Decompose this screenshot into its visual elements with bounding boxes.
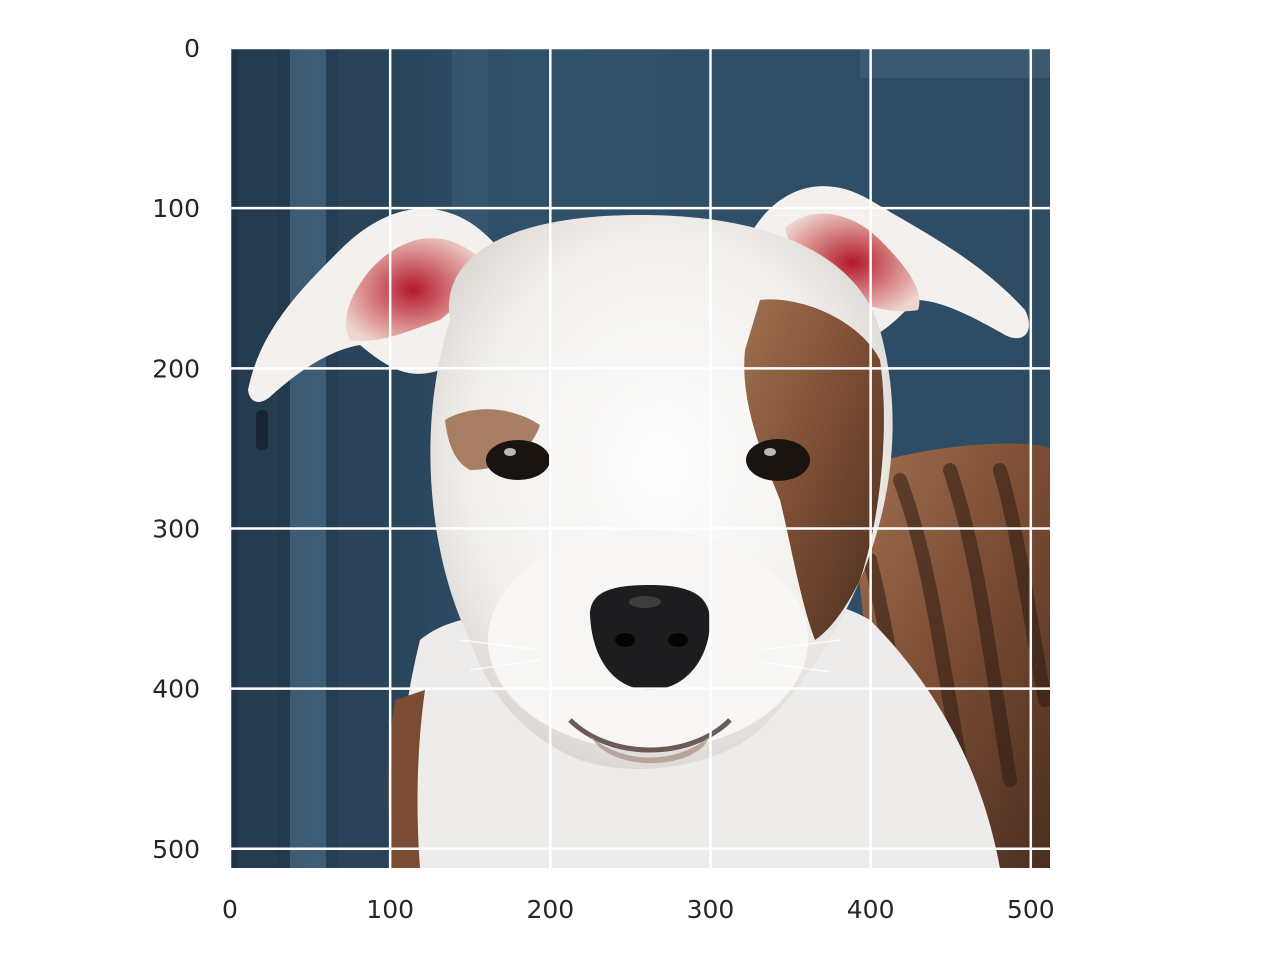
grid-lines <box>228 46 1050 868</box>
dog-left-eye <box>486 440 550 480</box>
dog-nose-highlight <box>629 596 661 608</box>
dog-left-ear-inner <box>346 238 480 341</box>
dog-mouth <box>568 718 732 753</box>
door-panel <box>338 48 378 868</box>
dog-nostril-left <box>615 633 635 647</box>
dog-nose <box>590 585 711 690</box>
y-tick-label: 200 <box>152 354 200 383</box>
door-handle <box>256 410 268 450</box>
x-tick-label: 300 <box>687 895 735 924</box>
x-axis-tick-labels: 0 100 200 300 400 500 <box>222 895 1055 924</box>
x-tick-label: 0 <box>222 895 238 924</box>
y-tick-label: 500 <box>152 835 200 864</box>
y-tick-label: 400 <box>152 675 200 704</box>
y-axis-tick-labels: 0 100 200 300 400 500 <box>152 34 200 864</box>
dog-left-shoulder-brindle <box>388 690 425 868</box>
wall-highlight <box>860 48 1050 78</box>
x-tick-label: 500 <box>1007 895 1055 924</box>
x-tick-label: 100 <box>366 895 414 924</box>
door-panel <box>290 48 326 868</box>
dog-head-brindle-patch <box>744 299 884 640</box>
dog-right-eye-highlight <box>764 448 776 456</box>
dog-right-eye <box>746 439 810 481</box>
y-tick-label: 300 <box>152 514 200 543</box>
y-tick-label: 100 <box>152 194 200 223</box>
dog-left-eye-highlight <box>504 448 516 456</box>
dog-whiskers <box>459 639 841 673</box>
dog-right-ear-inner <box>785 213 920 312</box>
x-tick-label: 400 <box>847 895 895 924</box>
door-panel <box>238 48 278 868</box>
puppy-photo <box>230 48 1050 868</box>
dog-nostril-right <box>668 633 688 647</box>
x-tick-label: 200 <box>526 895 574 924</box>
y-tick-label: 0 <box>184 34 200 63</box>
dog-chin <box>590 735 710 764</box>
